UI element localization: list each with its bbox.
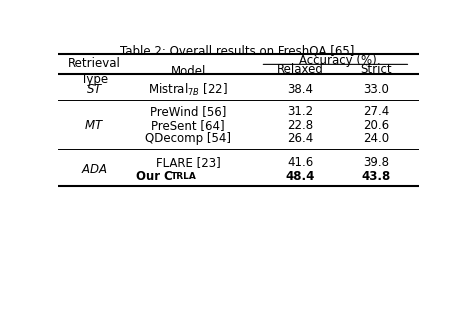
Text: $ADA$: $ADA$ bbox=[81, 163, 108, 176]
Text: 38.4: 38.4 bbox=[287, 83, 313, 96]
Text: 26.4: 26.4 bbox=[287, 132, 313, 145]
Text: PreSent [64]: PreSent [64] bbox=[151, 119, 225, 132]
Text: 48.4: 48.4 bbox=[286, 169, 315, 183]
Text: Retrieval
Type: Retrieval Type bbox=[68, 58, 121, 86]
Text: Strict: Strict bbox=[360, 63, 392, 76]
Text: TRLA: TRLA bbox=[171, 171, 197, 181]
Text: 39.8: 39.8 bbox=[363, 156, 389, 169]
Text: Relaxed: Relaxed bbox=[277, 63, 324, 76]
Text: 43.8: 43.8 bbox=[362, 169, 391, 183]
Text: 20.6: 20.6 bbox=[363, 119, 389, 132]
Text: 41.6: 41.6 bbox=[287, 156, 313, 169]
Text: 24.0: 24.0 bbox=[363, 132, 389, 145]
Text: 31.2: 31.2 bbox=[287, 105, 313, 118]
Text: 33.0: 33.0 bbox=[363, 83, 389, 96]
Text: Table 2: Overall results on FreshQA [65].: Table 2: Overall results on FreshQA [65]… bbox=[120, 44, 358, 57]
Text: Model: Model bbox=[171, 66, 206, 79]
Text: Our: Our bbox=[136, 169, 164, 183]
Text: 22.8: 22.8 bbox=[287, 119, 313, 132]
Text: C: C bbox=[163, 169, 172, 183]
Text: $ST$: $ST$ bbox=[86, 83, 103, 96]
Text: 27.4: 27.4 bbox=[363, 105, 389, 118]
Text: QDecomp [54]: QDecomp [54] bbox=[145, 132, 231, 145]
Text: FLARE [23]: FLARE [23] bbox=[156, 156, 220, 169]
Text: Mistral$_{7B}$ [22]: Mistral$_{7B}$ [22] bbox=[149, 81, 228, 98]
Text: $MT$: $MT$ bbox=[84, 119, 104, 132]
Text: PreWind [56]: PreWind [56] bbox=[150, 105, 226, 118]
Text: Accuracy (%): Accuracy (%) bbox=[299, 54, 377, 67]
